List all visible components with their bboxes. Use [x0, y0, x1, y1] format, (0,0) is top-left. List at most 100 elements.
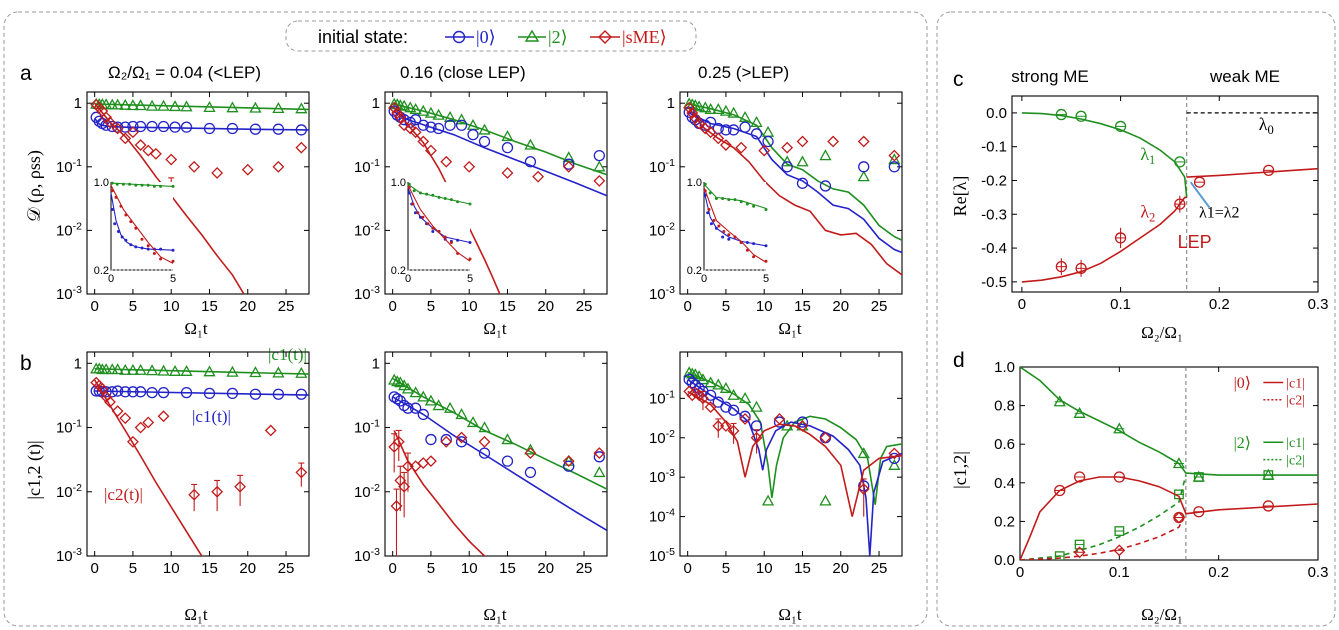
y-tick-label-b3-0: 10-1 [649, 388, 675, 407]
inset-point-a1-0-1 [115, 182, 119, 186]
data-point-b1-0-3 [100, 363, 113, 375]
x-tick-label-b2-5: 25 [576, 560, 593, 577]
data-point-a1-0-15 [249, 101, 262, 113]
data-point-a2-2-13 [593, 174, 606, 187]
data-point-a1-1-8 [134, 120, 147, 133]
panel-d: 0 0.1 0.2 0.3 0.0 0.2 0.4 0.6 0.8 1.0 [994, 359, 1328, 581]
data-point-a1-1-16 [272, 123, 285, 135]
data-point-b2-0-7 [424, 394, 438, 406]
x-tick-label-b1-3: 15 [201, 560, 218, 577]
data-point-a2-2-3 [398, 119, 411, 132]
data-point-b1-0-16 [272, 366, 285, 378]
data-point-a2-1-3 [398, 114, 410, 126]
data-point-b2-2-10 [455, 431, 468, 444]
y-tick-label-a2-1: 10-1 [354, 157, 380, 176]
data-point-a1-2-8 [134, 139, 147, 151]
inset-point-a1-2-10 [171, 259, 175, 263]
xlabel-a2: Ω₁t [483, 319, 507, 338]
inset-point-a3-2-5 [727, 233, 731, 237]
y-tick-label-c-2: -0.2 [981, 172, 1007, 189]
data-point-b1-0-8 [134, 363, 147, 375]
data-point-b1-1-8 [134, 386, 147, 398]
plot-frame-a1 [86, 91, 310, 295]
data-point-a2-0-8 [432, 108, 445, 120]
plot-area-a3 [683, 97, 902, 276]
data-point-b2-2-13 [562, 455, 575, 468]
column-title-2: 0.16 (close LEP) [400, 63, 526, 82]
d-legend-c1-0: |c1| [1286, 376, 1305, 391]
data-point-a3-2-7 [720, 139, 732, 151]
series-b2-2 [388, 429, 606, 556]
data-point-a2-0-4 [404, 101, 417, 113]
lambda-equal-label: λ1=λ2 [1199, 205, 1240, 222]
data-point-a2-0-13 [501, 130, 514, 142]
inset-point-a3-0-2 [714, 197, 718, 200]
data-point-b1-2-11 [188, 488, 201, 501]
panel-label-c: c [953, 68, 964, 91]
data-point-a2-2-1 [391, 107, 404, 119]
data-point-b1-0-15 [249, 366, 262, 378]
data-point-a3-0-15 [857, 170, 870, 182]
x-tick-label-b3-3: 15 [794, 560, 811, 577]
inset-point-a1-2-4 [129, 220, 133, 224]
fit-line-a3-1 [687, 111, 902, 254]
series-c-2 [1186, 164, 1318, 188]
inset-bg-a2 [408, 182, 470, 270]
inset-point-a1-2-2 [119, 204, 123, 208]
plot-area-a2 [388, 97, 607, 294]
data-point-a3-0-6 [712, 103, 725, 115]
data-point-a1-1-7 [127, 120, 139, 133]
inset-point-a3-2-8 [745, 248, 749, 252]
data-point-b3-2-13 [819, 431, 832, 444]
xlabel-a1: Ω₁t [184, 319, 208, 338]
data-point-b3-2-10 [750, 431, 763, 444]
plot-frame-a2 [384, 91, 608, 295]
plot-frame-b2 [384, 351, 608, 557]
series-d-0 [1020, 367, 1318, 482]
data-point-b2-2-11 [478, 435, 491, 448]
data-point-b2-2-12 [524, 447, 537, 460]
data-point-b2-0-12 [478, 421, 491, 433]
data-point-a2-2-2 [394, 111, 407, 124]
data-point-b3-0-4 [696, 373, 710, 385]
panel-d-legend: |0⟩ |c1| |c2| |2⟩ |c1| |c2| [1234, 375, 1305, 468]
data-point-a1-2-5 [111, 122, 124, 135]
inset-point-a3-0-1 [708, 191, 712, 195]
data-point-b2-1-11 [501, 455, 514, 467]
inset-point-a3-1-2 [709, 222, 713, 226]
inset-point-a1-2-1 [114, 195, 118, 199]
data-point-a1-1-9 [146, 120, 158, 133]
data-point-b1-1-7 [127, 386, 139, 398]
data-point-b2-1-4 [402, 402, 414, 414]
x-tick-label-b2-0: 0 [388, 560, 396, 577]
data-point-a3-1-11 [762, 135, 774, 148]
legend-marker-0 [452, 30, 466, 44]
y-tick-label-b2-3: 10-3 [354, 546, 380, 565]
data-point-b1-1-6 [119, 386, 131, 398]
data-point-a3-0-16 [888, 153, 901, 165]
inset-point-a1-0-0 [110, 181, 114, 185]
x-tick-label-a1-3: 15 [201, 298, 218, 315]
inset-point-a3-1-10 [764, 244, 768, 248]
ylabel-a: 𝒟 (ρ, ρss) [24, 150, 45, 222]
x-tick-label-a3-0: 0 [683, 298, 691, 315]
inset-point-a2-0-2 [418, 191, 422, 195]
x-tick-label-d-1: 0.1 [1109, 564, 1130, 581]
inset-point-a1-2-9 [159, 257, 163, 261]
inset-x-tick-a1-0: 0 [108, 273, 114, 285]
x-tick-label-b1-4: 20 [239, 560, 256, 577]
data-point-b1-0-13 [203, 365, 216, 377]
inset-point-a2-2-6 [437, 230, 441, 233]
data-point-b3-0-14 [819, 494, 832, 506]
data-point-a1-0-12 [180, 100, 193, 112]
data-point-b2-1-6 [417, 408, 429, 421]
series-d-1 [1020, 470, 1274, 560]
x-tick-label-a1-0: 0 [90, 298, 98, 315]
data-point-a2-0-14 [524, 138, 537, 150]
panel-label-a: a [20, 62, 32, 85]
data-point-a2-1-10 [455, 119, 468, 131]
panel-c-annotations: λ0 λ1 λ2 λ1=λ2 LEP [1140, 114, 1273, 252]
y-tick-label-a1-3: 10-3 [56, 284, 82, 303]
x-tick-label-b1-1: 5 [129, 560, 137, 577]
data-point-a1-0-14 [226, 101, 239, 113]
